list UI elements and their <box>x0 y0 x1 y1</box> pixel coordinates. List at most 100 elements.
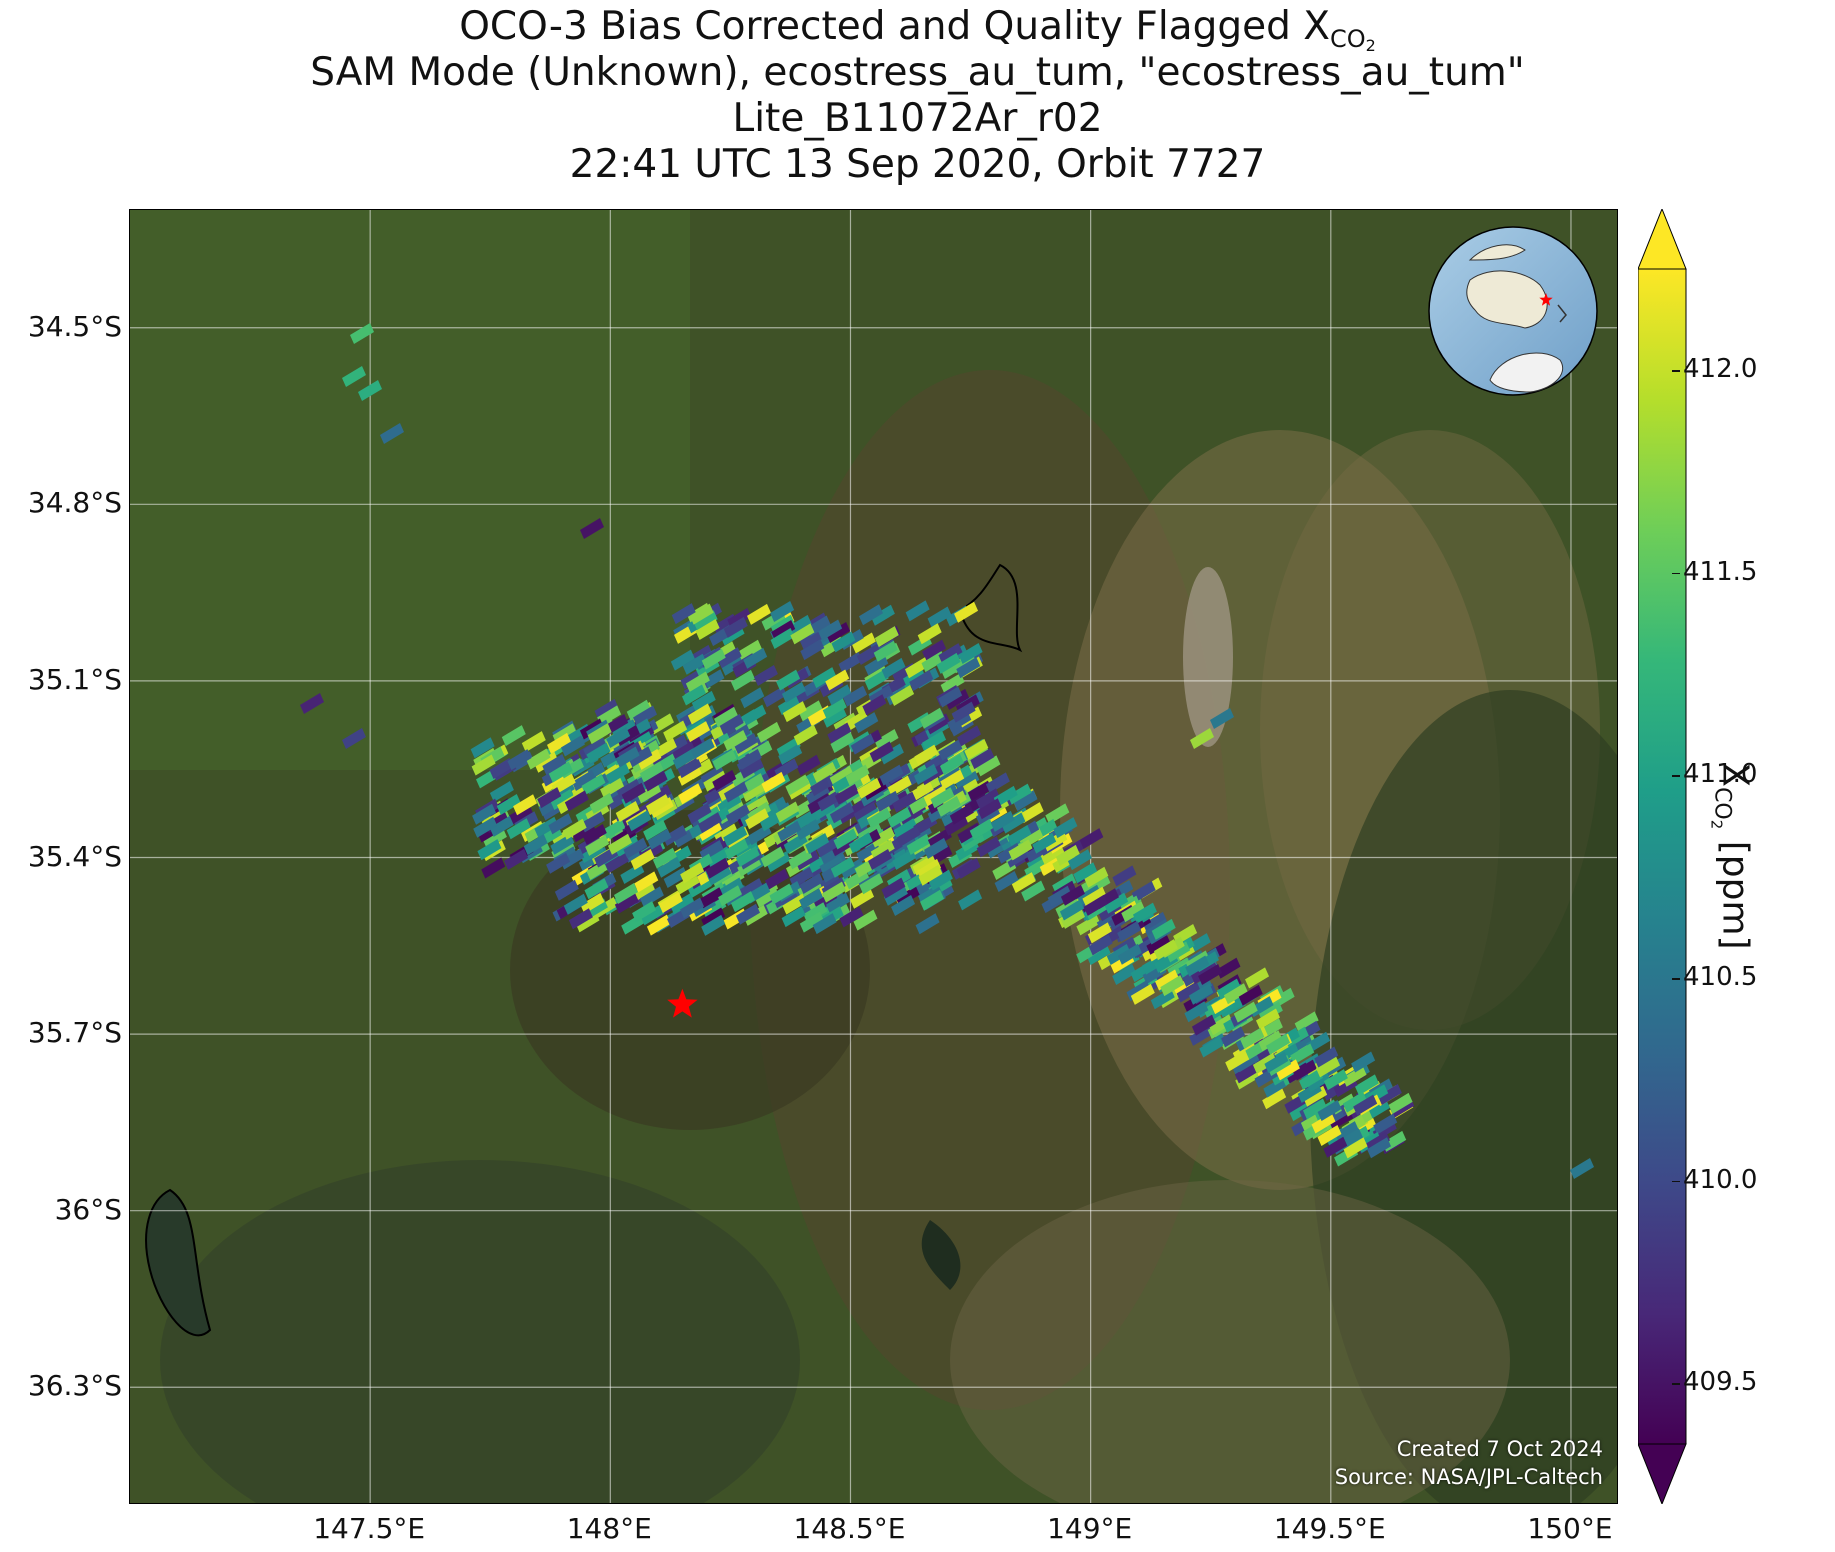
xco2-sounding <box>822 698 847 720</box>
xco2-sounding <box>1019 802 1044 824</box>
xco2-sounding <box>949 803 974 825</box>
xco2-sounding <box>928 869 953 891</box>
colorbar-tick-mark <box>1672 1180 1680 1183</box>
lon-tick-label: 148°E <box>566 1512 652 1545</box>
xco2-sounding <box>639 886 664 908</box>
xco2-sounding <box>1354 1074 1379 1096</box>
xco2-sounding <box>844 710 869 732</box>
xco2-sounding <box>687 802 712 824</box>
lon-tick-label: 147.5°E <box>313 1512 426 1545</box>
xco2-sounding <box>675 873 700 895</box>
xco2-sounding <box>854 712 879 734</box>
xco2-sounding <box>799 629 824 651</box>
xco2-sounding <box>1073 862 1098 884</box>
xco2-sounding <box>909 670 934 692</box>
xco2-sounding <box>571 770 596 792</box>
xco2-sounding <box>1061 907 1086 929</box>
lon-tick-label: 149°E <box>1047 1512 1133 1545</box>
xco2-sounding <box>1117 921 1142 943</box>
xco2-sounding <box>1263 1076 1288 1098</box>
xco2-sounding <box>892 791 917 813</box>
xco2-sounding <box>342 366 366 387</box>
xco2-sounding <box>658 892 683 914</box>
xco2-sounding <box>581 773 606 795</box>
xco2-sounding <box>1084 866 1109 888</box>
xco2-sounding <box>707 864 732 886</box>
xco2-sounding <box>1001 812 1026 834</box>
xco2-sounding <box>652 847 677 869</box>
xco2-sounding <box>829 802 854 824</box>
xco2-sounding <box>1223 983 1248 1005</box>
xco2-sounding <box>850 887 875 909</box>
xco2-sounding <box>1059 899 1084 921</box>
xco2-sounding <box>1306 1071 1331 1093</box>
xco2-sounding <box>601 818 626 840</box>
xco2-sounding <box>704 783 729 805</box>
xco2-sounding <box>788 848 813 870</box>
xco2-sounding <box>489 815 514 837</box>
xco2-sounding <box>594 698 619 720</box>
xco2-sounding <box>582 823 607 845</box>
xco2-sounding <box>827 684 852 706</box>
xco2-sounding <box>496 793 521 815</box>
xco2-sounding <box>875 790 900 812</box>
xco2-sounding <box>956 657 981 679</box>
xco2-sounding <box>957 725 982 747</box>
xco2-sounding <box>1343 1137 1368 1159</box>
xco2-sounding <box>785 774 810 796</box>
xco2-sounding <box>821 881 846 903</box>
xco2-sounding <box>526 748 551 770</box>
xco2-sounding <box>1112 865 1137 887</box>
xco2-sounding <box>1055 844 1080 866</box>
xco2-sounding <box>986 837 1011 859</box>
xco2-sounding <box>905 600 930 622</box>
xco2-sounding <box>940 673 965 695</box>
xco2-sounding <box>867 807 892 829</box>
title-line-2: SAM Mode (Unknown), ecostress_au_tum, "e… <box>310 50 1525 95</box>
xco2-sounding <box>869 741 894 763</box>
xco2-sounding <box>958 642 983 664</box>
map-panel[interactable]: Created 7 Oct 2024 Source: NASA/JPL-Calt… <box>129 209 1618 1504</box>
xco2-sounding <box>743 780 768 802</box>
xco2-sounding <box>613 883 638 905</box>
xco2-sounding <box>597 705 622 727</box>
xco2-sounding <box>781 681 806 703</box>
xco2-sounding <box>1258 1030 1283 1052</box>
xco2-sounding <box>1209 1014 1234 1036</box>
target-star <box>667 988 698 1018</box>
xco2-sounding <box>1264 1051 1289 1073</box>
xco2-sounding <box>742 704 767 726</box>
colorbar-extend-max <box>1637 207 1687 270</box>
xco2-sounding <box>1076 914 1101 936</box>
xco2-sounding <box>864 654 889 676</box>
xco2-sounding <box>1388 1092 1413 1114</box>
xco2-sounding <box>914 744 939 766</box>
xco2-sounding <box>833 828 858 850</box>
xco2-sounding <box>874 729 899 751</box>
xco2-sounding <box>766 851 791 873</box>
xco2-sounding <box>1142 953 1167 975</box>
xco2-sounding <box>812 913 837 935</box>
xco2-sounding <box>936 652 961 674</box>
xco2-sounding <box>504 848 529 870</box>
xco2-sounding <box>637 748 662 770</box>
xco2-sounding <box>770 601 795 623</box>
xco2-sounding <box>909 780 934 802</box>
xco2-sounding <box>870 604 895 626</box>
xco2-sounding <box>944 814 969 836</box>
xco2-sounding <box>777 694 802 716</box>
xco2-sounding <box>800 639 825 661</box>
xco2-sounding <box>717 647 742 669</box>
xco2-sounding <box>859 873 884 895</box>
xco2-sounding <box>936 795 961 817</box>
xco2-sounding <box>580 811 605 833</box>
colorbar-tick-label: 411.0 <box>1683 759 1758 790</box>
xco2-sounding <box>1314 1046 1339 1068</box>
xco2-sounding <box>812 667 837 689</box>
xco2-sounding <box>762 686 787 708</box>
xco2-sounding <box>845 764 870 786</box>
xco2-sounding <box>1083 894 1108 916</box>
xco2-sounding <box>1060 884 1085 906</box>
colorbar-tick-mark <box>1672 572 1680 575</box>
xco2-sounding <box>777 820 802 842</box>
